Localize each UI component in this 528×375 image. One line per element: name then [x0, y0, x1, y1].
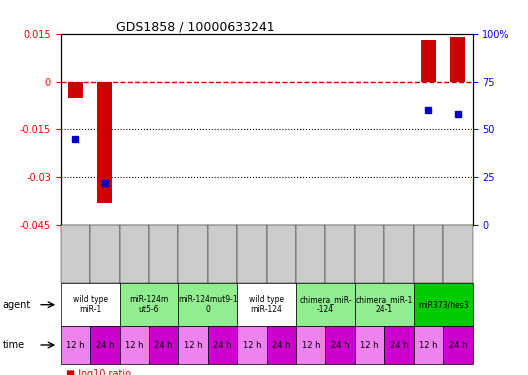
Text: chimera_miR-1
24-1: chimera_miR-1 24-1	[356, 295, 413, 314]
Text: 12 h: 12 h	[184, 340, 202, 350]
Text: 24 h: 24 h	[96, 340, 114, 350]
Text: 24 h: 24 h	[449, 340, 467, 350]
Text: 12 h: 12 h	[419, 340, 438, 350]
Text: miR373/hes3: miR373/hes3	[418, 300, 468, 309]
Text: 24 h: 24 h	[272, 340, 290, 350]
Bar	[421, 40, 436, 82]
Text: agent: agent	[3, 300, 31, 310]
Text: wild type
miR-124: wild type miR-124	[249, 295, 284, 314]
Text: wild type
miR-1: wild type miR-1	[72, 295, 108, 314]
Bar	[450, 37, 465, 82]
Text: 24 h: 24 h	[154, 340, 173, 350]
Text: 24 h: 24 h	[213, 340, 232, 350]
Text: chimera_miR-
-124: chimera_miR- -124	[299, 295, 352, 314]
Text: miR-124m
ut5-6: miR-124m ut5-6	[129, 295, 168, 314]
Bar	[98, 82, 112, 203]
Text: time: time	[3, 340, 25, 350]
Text: ■ log10 ratio: ■ log10 ratio	[66, 369, 131, 375]
Text: 24 h: 24 h	[331, 340, 350, 350]
Text: miR-124mut9-1
0: miR-124mut9-1 0	[178, 295, 238, 314]
Text: GDS1858 / 10000633241: GDS1858 / 10000633241	[116, 21, 275, 34]
Text: 12 h: 12 h	[301, 340, 320, 350]
Text: 12 h: 12 h	[243, 340, 261, 350]
Text: 12 h: 12 h	[360, 340, 379, 350]
Text: 24 h: 24 h	[390, 340, 408, 350]
Text: 12 h: 12 h	[125, 340, 144, 350]
Text: 12 h: 12 h	[66, 340, 84, 350]
Bar	[68, 82, 83, 98]
